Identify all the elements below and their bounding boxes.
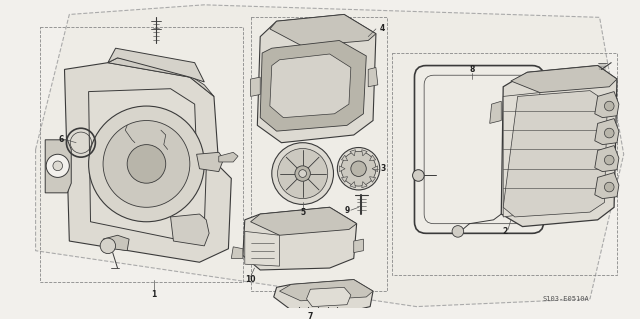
Polygon shape [350, 182, 355, 188]
Polygon shape [595, 145, 619, 172]
Polygon shape [270, 54, 351, 118]
Polygon shape [368, 68, 378, 87]
Polygon shape [369, 155, 376, 161]
Polygon shape [103, 235, 129, 251]
Polygon shape [65, 63, 231, 262]
Text: 8: 8 [470, 65, 475, 74]
Polygon shape [511, 66, 617, 93]
Polygon shape [307, 287, 351, 307]
Text: S103-E0510A: S103-E0510A [543, 296, 589, 302]
Circle shape [272, 143, 333, 204]
Text: 10: 10 [245, 275, 256, 284]
Polygon shape [257, 14, 376, 143]
Circle shape [127, 145, 166, 183]
Circle shape [103, 121, 190, 207]
Circle shape [604, 128, 614, 138]
Text: 9: 9 [344, 206, 349, 215]
Polygon shape [108, 58, 214, 96]
Polygon shape [88, 89, 206, 239]
Polygon shape [362, 150, 367, 156]
Circle shape [278, 148, 328, 199]
Polygon shape [251, 77, 260, 96]
Polygon shape [260, 41, 366, 131]
Circle shape [46, 154, 69, 177]
Polygon shape [45, 140, 71, 193]
Circle shape [295, 166, 310, 181]
Text: 4: 4 [380, 25, 385, 33]
Polygon shape [108, 48, 204, 82]
Circle shape [351, 161, 366, 176]
Polygon shape [595, 119, 619, 145]
Polygon shape [369, 177, 376, 182]
Circle shape [100, 238, 116, 254]
Polygon shape [36, 5, 624, 307]
Circle shape [413, 170, 424, 181]
Polygon shape [595, 92, 619, 118]
Polygon shape [342, 155, 348, 161]
Circle shape [604, 182, 614, 192]
Polygon shape [501, 66, 617, 226]
Polygon shape [503, 93, 540, 217]
Polygon shape [219, 152, 238, 162]
Polygon shape [342, 177, 348, 182]
Text: 6: 6 [59, 135, 64, 144]
Polygon shape [170, 214, 209, 246]
Polygon shape [372, 166, 378, 172]
Polygon shape [196, 152, 223, 172]
Polygon shape [244, 231, 280, 266]
Circle shape [452, 226, 463, 237]
Text: 2: 2 [502, 227, 508, 236]
Polygon shape [362, 182, 367, 188]
Polygon shape [274, 280, 373, 310]
Polygon shape [490, 101, 501, 123]
Polygon shape [243, 207, 356, 270]
Polygon shape [270, 14, 376, 46]
Text: 3: 3 [380, 164, 385, 173]
Circle shape [604, 155, 614, 165]
Circle shape [299, 170, 307, 177]
Polygon shape [595, 173, 619, 199]
Polygon shape [339, 166, 345, 172]
Polygon shape [503, 91, 607, 217]
Circle shape [337, 147, 380, 190]
Circle shape [88, 106, 204, 222]
Polygon shape [350, 150, 355, 156]
Polygon shape [280, 280, 373, 301]
Circle shape [604, 101, 614, 111]
Circle shape [53, 161, 63, 171]
Circle shape [341, 152, 376, 186]
Polygon shape [354, 239, 364, 253]
Text: 5: 5 [300, 208, 305, 217]
Polygon shape [251, 207, 356, 235]
Text: 1: 1 [152, 290, 157, 299]
Text: 7: 7 [308, 312, 313, 319]
Polygon shape [231, 247, 243, 258]
